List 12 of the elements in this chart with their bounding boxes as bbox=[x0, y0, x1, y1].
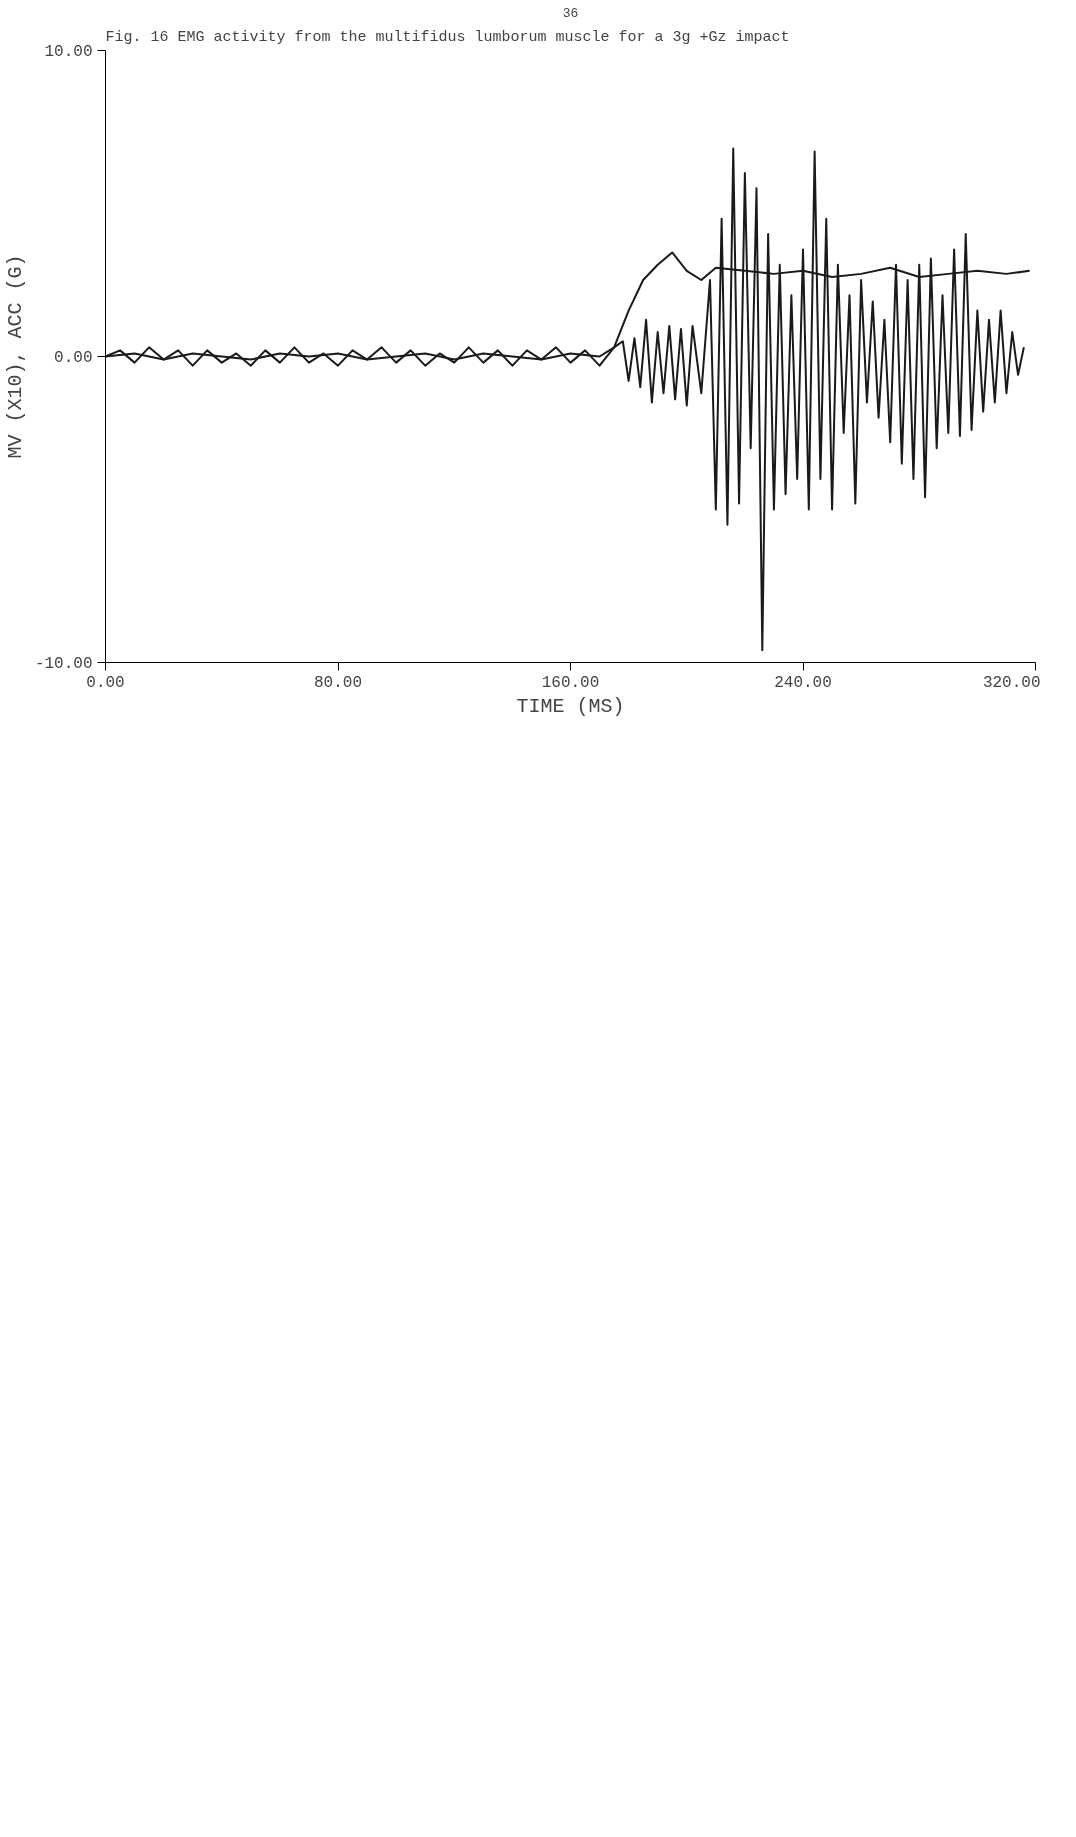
y-tick-label: 10.00 bbox=[44, 43, 93, 61]
x-tick-label: 160.00 bbox=[541, 673, 600, 692]
x-tick-label: 320.00 bbox=[982, 673, 1041, 692]
x-tick-label: 0.00 bbox=[86, 673, 125, 692]
y-axis-title: MV (X10), ACC (G) bbox=[3, 254, 27, 459]
x-tick-label: 80.00 bbox=[314, 673, 363, 692]
y-tick-label: 0.00 bbox=[54, 349, 93, 367]
chart-title: Fig. 16 EMG activity from the multifidus lumborum muscle for a 3g +Gz impact bbox=[105, 28, 790, 46]
x-axis-title: TIME (MS) bbox=[516, 694, 625, 718]
x-tick-label: 240.00 bbox=[774, 673, 832, 692]
y-tick-label: -10.00 bbox=[34, 655, 93, 673]
text: 36 bbox=[562, 5, 579, 21]
